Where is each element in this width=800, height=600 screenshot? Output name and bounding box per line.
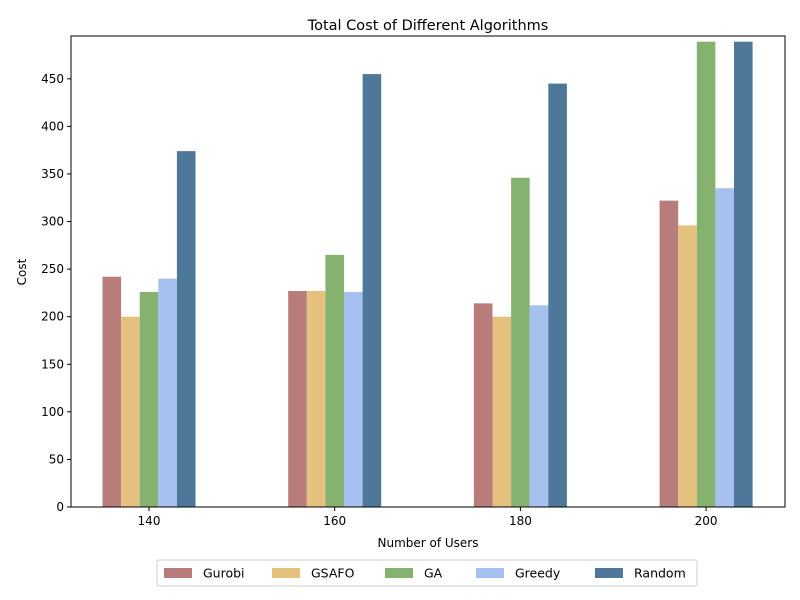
x-tick-label-0: 140 bbox=[138, 514, 161, 528]
bar-gsafo-200 bbox=[678, 225, 697, 508]
y-tick-label-4: 200 bbox=[41, 310, 64, 324]
bar-gurobi-180 bbox=[473, 303, 493, 507]
bar-ga-200 bbox=[696, 41, 716, 507]
y-tick-label-9: 450 bbox=[41, 72, 64, 86]
bar-random-180 bbox=[548, 83, 567, 508]
bar-gsafo-180 bbox=[492, 316, 512, 507]
bar-random-140 bbox=[176, 151, 196, 507]
y-tick-label-7: 350 bbox=[41, 167, 64, 181]
bar-gsafo-140 bbox=[121, 316, 140, 507]
y-axis: 0 50 100 150 200 250 300 350 400 450 bbox=[41, 72, 71, 514]
legend-box bbox=[156, 559, 698, 587]
legend-label-gsafo: GSAFO bbox=[311, 566, 355, 581]
bar-greedy-160 bbox=[344, 291, 363, 507]
legend-label-greedy: Greedy bbox=[515, 566, 561, 581]
bar-random-200 bbox=[734, 41, 753, 507]
x-tick-label-2: 180 bbox=[509, 514, 532, 528]
legend-swatch-ga bbox=[385, 568, 413, 578]
bar-gsafo-160 bbox=[306, 291, 326, 507]
x-tick-label-3: 200 bbox=[695, 514, 718, 528]
y-tick-label-1: 50 bbox=[49, 452, 64, 466]
bar-ga-160 bbox=[325, 254, 344, 507]
bar-greedy-180 bbox=[529, 305, 549, 507]
bar-greedy-140 bbox=[158, 278, 177, 507]
legend-swatch-random bbox=[595, 568, 623, 578]
bar-ga-180 bbox=[511, 177, 530, 507]
x-axis-label: Number of Users bbox=[377, 536, 478, 550]
bar-gurobi-140 bbox=[102, 276, 122, 507]
y-tick-label-2: 100 bbox=[41, 405, 64, 419]
bar-random-160 bbox=[362, 74, 382, 507]
x-axis: 140 160 180 200 bbox=[138, 507, 718, 528]
y-tick-label-8: 400 bbox=[41, 119, 64, 133]
bars-group bbox=[102, 41, 753, 508]
y-axis-label: Cost bbox=[15, 258, 29, 285]
legend-swatch-greedy bbox=[476, 568, 504, 578]
bar-greedy-200 bbox=[715, 188, 734, 507]
legend-label-random: Random bbox=[634, 566, 686, 581]
legend-label-gurobi: Gurobi bbox=[203, 566, 245, 581]
plot-frame bbox=[70, 35, 786, 508]
x-tick-label-1: 160 bbox=[323, 514, 346, 528]
legend-swatch-gsafo bbox=[272, 568, 300, 578]
y-tick-label-0: 0 bbox=[56, 500, 64, 514]
bar-gurobi-160 bbox=[288, 291, 307, 507]
legend-label-ga: GA bbox=[424, 566, 443, 581]
legend-swatch-gurobi bbox=[164, 568, 192, 578]
bar-gurobi-200 bbox=[659, 200, 679, 507]
y-tick-label-6: 300 bbox=[41, 215, 64, 229]
y-tick-label-5: 250 bbox=[41, 262, 64, 276]
bar-ga-140 bbox=[139, 291, 159, 507]
y-tick-label-3: 150 bbox=[41, 357, 64, 371]
chart-title: Total Cost of Different Algorithms bbox=[307, 18, 549, 34]
legend: Gurobi GSAFO GA Greedy Random bbox=[156, 559, 698, 587]
